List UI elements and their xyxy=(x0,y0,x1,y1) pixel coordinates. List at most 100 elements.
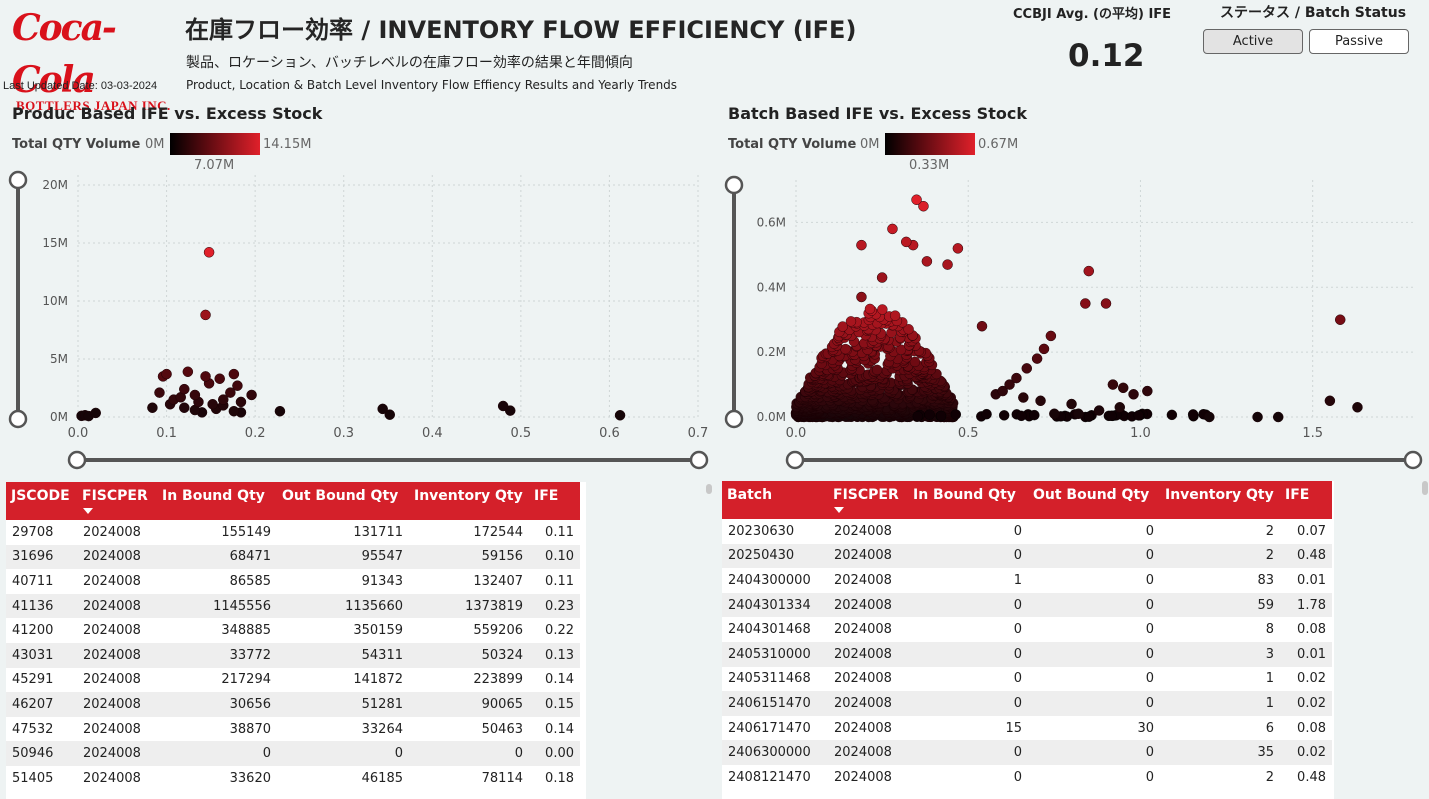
table-row[interactable]: 46207 2024008 30656 51281 90065 0.15 xyxy=(6,692,580,717)
col-fiscper[interactable]: FISCPER xyxy=(77,482,157,520)
batch-status-label: ステータス / Batch Status xyxy=(1220,5,1407,21)
col-inventory-qty[interactable]: Inventory Qty xyxy=(409,482,529,520)
table-cell: 46207 xyxy=(6,692,77,717)
col-outbound-qty[interactable]: Out Bound Qty xyxy=(1028,481,1160,519)
table-cell: 2 xyxy=(1160,764,1280,790)
table-row[interactable]: 41136 2024008 1145556 1135660 1373819 0.23 xyxy=(6,593,580,619)
x-range-slider-handle xyxy=(785,450,805,470)
table-row[interactable]: 2406300000 2024008 0 0 35 0.02 xyxy=(722,740,1332,765)
table-row[interactable]: 51405 2024008 33620 46185 78114 0.18 xyxy=(6,765,580,791)
table-row[interactable]: 50946 2024008 0 0 0 0.00 xyxy=(6,741,580,766)
x-tick-label: 0.6 xyxy=(599,426,620,441)
col-outbound-qty[interactable]: Out Bound Qty xyxy=(277,482,409,520)
data-point xyxy=(1004,379,1015,390)
table-row[interactable]: 2405310000 2024008 0 0 3 0.01 xyxy=(722,641,1332,667)
data-point xyxy=(918,200,929,212)
table-row[interactable]: 31696 2024008 68471 95547 59156 0.10 xyxy=(6,544,580,570)
table-cell: 2 xyxy=(1160,543,1280,569)
table-cell: 2408121470 xyxy=(722,764,828,790)
table-cell: 0 xyxy=(908,740,1028,765)
table-row[interactable]: 2406171470 2024008 15 30 6 0.08 xyxy=(722,715,1332,741)
table-row[interactable]: 2404301334 2024008 0 0 59 1.78 xyxy=(722,592,1332,618)
y-tick-label: 0M xyxy=(50,410,68,424)
y-tick-label: 15M xyxy=(42,236,68,250)
table-row[interactable]: 2406151470 2024008 0 0 1 0.02 xyxy=(722,691,1332,716)
table-row[interactable]: 20230630 2024008 0 0 2 0.07 xyxy=(722,519,1332,544)
table-cell: 348885 xyxy=(157,618,277,643)
data-point xyxy=(942,259,953,270)
col-fiscper-label: FISCPER xyxy=(833,487,899,503)
table-cell: 223899 xyxy=(409,667,529,693)
table-cell: 0 xyxy=(1028,568,1160,593)
table-row[interactable]: 2405311468 2024008 0 0 1 0.02 xyxy=(722,666,1332,692)
data-point xyxy=(1045,330,1057,342)
y-tick-label: 5M xyxy=(50,352,68,366)
data-point xyxy=(182,366,194,378)
col-ife[interactable]: IFE xyxy=(529,482,580,520)
table-cell: 350159 xyxy=(277,618,409,643)
data-point xyxy=(1083,411,1095,422)
table-cell: 8 xyxy=(1160,617,1280,642)
table-cell: 38870 xyxy=(157,716,277,742)
data-point xyxy=(1011,372,1022,384)
x-tick-label: 0.7 xyxy=(688,426,709,441)
batch-scatter-chart[interactable]: 0.0M 0.2M 0.4M 0.6M 0.0 0.5 1.0 1.5 xyxy=(715,170,1429,475)
col-ife[interactable]: IFE xyxy=(1280,481,1332,519)
table-row[interactable]: 2404301468 2024008 0 0 8 0.08 xyxy=(722,617,1332,642)
col-jscode[interactable]: JSCODE xyxy=(6,482,77,520)
col-inventory-qty[interactable]: Inventory Qty xyxy=(1160,481,1280,519)
table-cell: 2024008 xyxy=(828,519,908,544)
table-cell: 3 xyxy=(1160,641,1280,667)
data-point xyxy=(1018,392,1029,403)
data-point xyxy=(1204,411,1215,423)
table-cell: 2024008 xyxy=(77,716,157,742)
table-cell: 2024008 xyxy=(77,593,157,619)
data-point xyxy=(377,403,388,415)
col-inbound-qty[interactable]: In Bound Qty xyxy=(157,482,277,520)
table-row[interactable]: 41200 2024008 348885 350159 559206 0.22 xyxy=(6,618,580,643)
table-cell: 2404301334 xyxy=(722,592,828,618)
kpi-avg-ife-label: CCBJI Avg. (の平均) IFE xyxy=(1013,7,1172,22)
table-row[interactable]: 29708 2024008 155149 131711 172544 0.11 xyxy=(6,520,580,545)
x-tick-label: 0.2 xyxy=(245,426,266,441)
col-inbound-qty[interactable]: In Bound Qty xyxy=(908,481,1028,519)
col-fiscper[interactable]: FISCPER xyxy=(828,481,908,519)
data-point xyxy=(1073,408,1084,420)
data-point xyxy=(935,410,947,422)
col-batch[interactable]: Batch xyxy=(722,481,828,519)
table-cell: 155149 xyxy=(157,520,277,545)
batch-legend-gradient xyxy=(885,133,975,155)
table-cell: 0 xyxy=(908,592,1028,618)
data-point xyxy=(952,243,964,254)
data-point xyxy=(246,389,257,401)
data-point xyxy=(1114,402,1126,413)
table-cell: 33620 xyxy=(157,765,277,791)
data-point xyxy=(225,387,236,398)
table-cell: 2024008 xyxy=(77,618,157,643)
table-row[interactable]: 20250430 2024008 0 0 2 0.48 xyxy=(722,543,1332,569)
status-active-button[interactable]: Active xyxy=(1203,29,1303,54)
table-cell: 1373819 xyxy=(409,593,529,619)
table-row[interactable]: 2408121470 2024008 0 0 2 0.48 xyxy=(722,764,1332,790)
table-cell: 0 xyxy=(1028,519,1160,544)
product-scatter-chart[interactable]: 0M 5M 10M 15M 20M 0.0 0.1 0.2 0.3 0.4 0.5 0.6 0.7 xyxy=(0,170,715,475)
data-point xyxy=(147,402,158,413)
data-point xyxy=(1187,409,1199,420)
product-table-scrollbar[interactable] xyxy=(706,484,712,494)
table-row[interactable]: 45291 2024008 217294 141872 223899 0.14 xyxy=(6,667,580,693)
table-row[interactable]: 43031 2024008 33772 54311 50324 0.13 xyxy=(6,642,580,668)
table-cell: 0 xyxy=(908,543,1028,569)
data-point xyxy=(497,400,509,412)
data-point xyxy=(921,256,933,267)
y-tick-label: 0.2M xyxy=(757,345,786,359)
data-point xyxy=(924,409,935,420)
table-row[interactable]: 47532 2024008 38870 33264 50463 0.14 xyxy=(6,716,580,742)
table-row[interactable]: 40711 2024008 86585 91343 132407 0.11 xyxy=(6,569,580,594)
x-tick-label: 1.5 xyxy=(1302,426,1323,441)
batch-table-scrollbar[interactable] xyxy=(1422,481,1428,495)
data-point xyxy=(887,223,898,235)
status-passive-button[interactable]: Passive xyxy=(1309,29,1409,54)
y-tick-label: 20M xyxy=(42,178,68,192)
table-cell: 50946 xyxy=(6,741,77,766)
table-row[interactable]: 2404300000 2024008 1 0 83 0.01 xyxy=(722,568,1332,593)
